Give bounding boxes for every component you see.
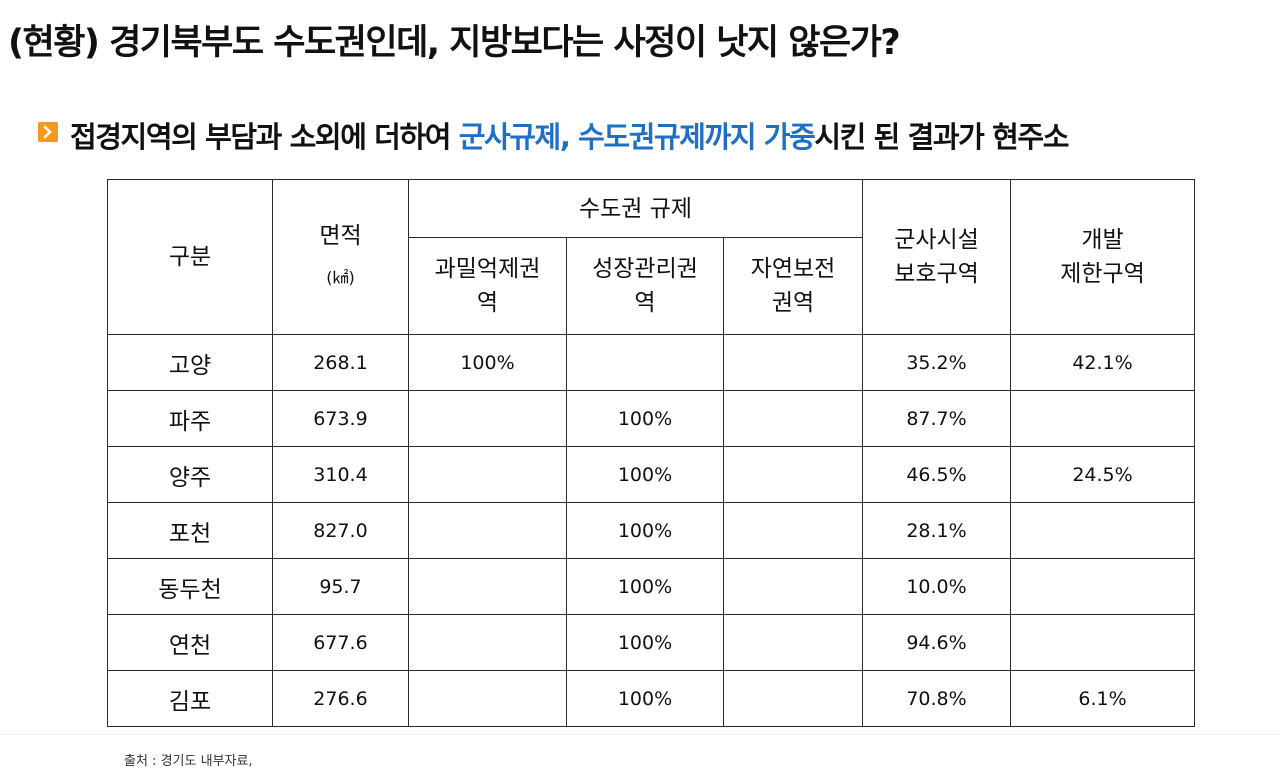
row-area: 677.6: [272, 614, 409, 671]
subtitle-after: 시킨 된 결과가 현주소: [814, 120, 1069, 154]
row-military: 94.6%: [862, 614, 1012, 671]
header-overcrowding-line1: 과밀억제권: [434, 256, 541, 282]
row-name: 연천: [107, 614, 273, 671]
table-row: 김포 276.6 100% 70.8% 6.1%: [107, 670, 1196, 727]
row-name: 파주: [107, 390, 273, 447]
row-name: 고양: [107, 334, 273, 391]
subtitle-before: 접경지역의 부담과 소외에 더하여: [70, 120, 459, 154]
table-row: 파주 673.9 100% 87.7%: [107, 390, 1196, 447]
table-row: 양주 310.4 100% 46.5% 24.5%: [107, 446, 1196, 503]
row-military: 46.5%: [862, 446, 1012, 503]
table-row: 고양 268.1 100% 35.2% 42.1%: [107, 334, 1196, 391]
header-growth-line2: 역: [634, 290, 656, 316]
source-note: 출처 : 경기도 내부자료,: [124, 754, 253, 769]
header-area: 면적 (㎢): [272, 179, 409, 335]
row-growth: 100%: [566, 558, 724, 615]
row-nature: [722, 558, 864, 615]
row-nature: [722, 614, 864, 671]
row-military: 35.2%: [862, 334, 1012, 391]
header-growth-line1: 성장관리권: [592, 256, 698, 282]
row-growth: 100%: [566, 390, 724, 447]
row-name: 포천: [107, 502, 273, 559]
header-overcrowding: 과밀억제권 역: [408, 237, 567, 335]
footer-divider: [0, 734, 1280, 735]
row-area: 827.0: [272, 502, 409, 559]
row-nature: [722, 390, 864, 447]
row-overcrowding: 100%: [408, 334, 567, 391]
row-area: 673.9: [272, 390, 409, 447]
row-overcrowding: [408, 502, 567, 559]
row-military: 87.7%: [862, 390, 1012, 447]
row-military: 10.0%: [862, 558, 1012, 615]
row-growth: [566, 334, 724, 391]
header-capital-regulation: 수도권 규제: [407, 179, 864, 238]
header-military: 군사시설 보호구역: [862, 179, 1012, 335]
row-name: 동두천: [107, 558, 273, 615]
table-row: 포천 827.0 100% 28.1%: [107, 502, 1196, 559]
row-name: 양주: [107, 446, 273, 503]
row-overcrowding: [408, 390, 567, 447]
row-area: 268.1: [272, 334, 409, 391]
regulation-table: 구분 면적 (㎢) 수도권 규제 군사시설 보호구역 개발 제한구역 과밀억제권…: [107, 179, 1196, 727]
header-military-line1: 군사시설: [894, 227, 979, 253]
header-nature: 자연보전 권역: [722, 237, 864, 335]
subtitle: 접경지역의 부담과 소외에 더하여 군사규제, 수도권규제까지 가중시킨 된 결…: [70, 114, 1069, 156]
row-name: 김포: [107, 670, 273, 727]
row-dev: 42.1%: [1010, 334, 1196, 391]
row-dev: [1010, 558, 1196, 615]
header-area-unit: (㎢): [326, 268, 355, 287]
row-area: 276.6: [272, 670, 409, 727]
row-overcrowding: [408, 558, 567, 615]
header-area-label: 면적: [319, 223, 362, 249]
row-growth: 100%: [566, 446, 724, 503]
subtitle-highlight: 군사규제, 수도권규제까지 가중: [458, 120, 816, 154]
row-military: 28.1%: [862, 502, 1012, 559]
row-overcrowding: [408, 614, 567, 671]
header-overcrowding-line2: 역: [476, 290, 499, 316]
row-dev: 24.5%: [1010, 446, 1196, 503]
row-area: 95.7: [272, 558, 409, 615]
row-dev: 6.1%: [1010, 670, 1196, 727]
row-overcrowding: [408, 670, 567, 727]
row-nature: [722, 334, 864, 391]
table-row: 동두천 95.7 100% 10.0%: [107, 558, 1196, 615]
row-growth: 100%: [566, 670, 724, 727]
row-dev: [1010, 390, 1196, 447]
chevron-right-icon: [38, 122, 58, 142]
row-nature: [722, 670, 864, 727]
table-row: 연천 677.6 100% 94.6%: [107, 614, 1196, 671]
header-growth: 성장관리권 역: [566, 237, 724, 335]
header-dev-restriction: 개발 제한구역: [1010, 179, 1196, 335]
row-nature: [722, 446, 864, 503]
header-dev-line2: 제한구역: [1060, 261, 1145, 287]
header-military-line2: 보호구역: [894, 261, 979, 287]
row-military: 70.8%: [862, 670, 1012, 727]
header-nature-line1: 자연보전: [750, 256, 836, 282]
header-dev-line1: 개발: [1081, 227, 1124, 253]
row-area: 310.4: [272, 446, 409, 503]
page-title: (현황) 경기북부도 수도권인데, 지방보다는 사정이 낫지 않은가?: [8, 23, 901, 63]
row-nature: [722, 502, 864, 559]
row-growth: 100%: [566, 614, 724, 671]
row-overcrowding: [408, 446, 567, 503]
row-growth: 100%: [566, 502, 724, 559]
header-nature-line2: 권역: [771, 290, 815, 316]
header-category: 구분: [107, 179, 273, 335]
row-dev: [1010, 502, 1196, 559]
row-dev: [1010, 614, 1196, 671]
